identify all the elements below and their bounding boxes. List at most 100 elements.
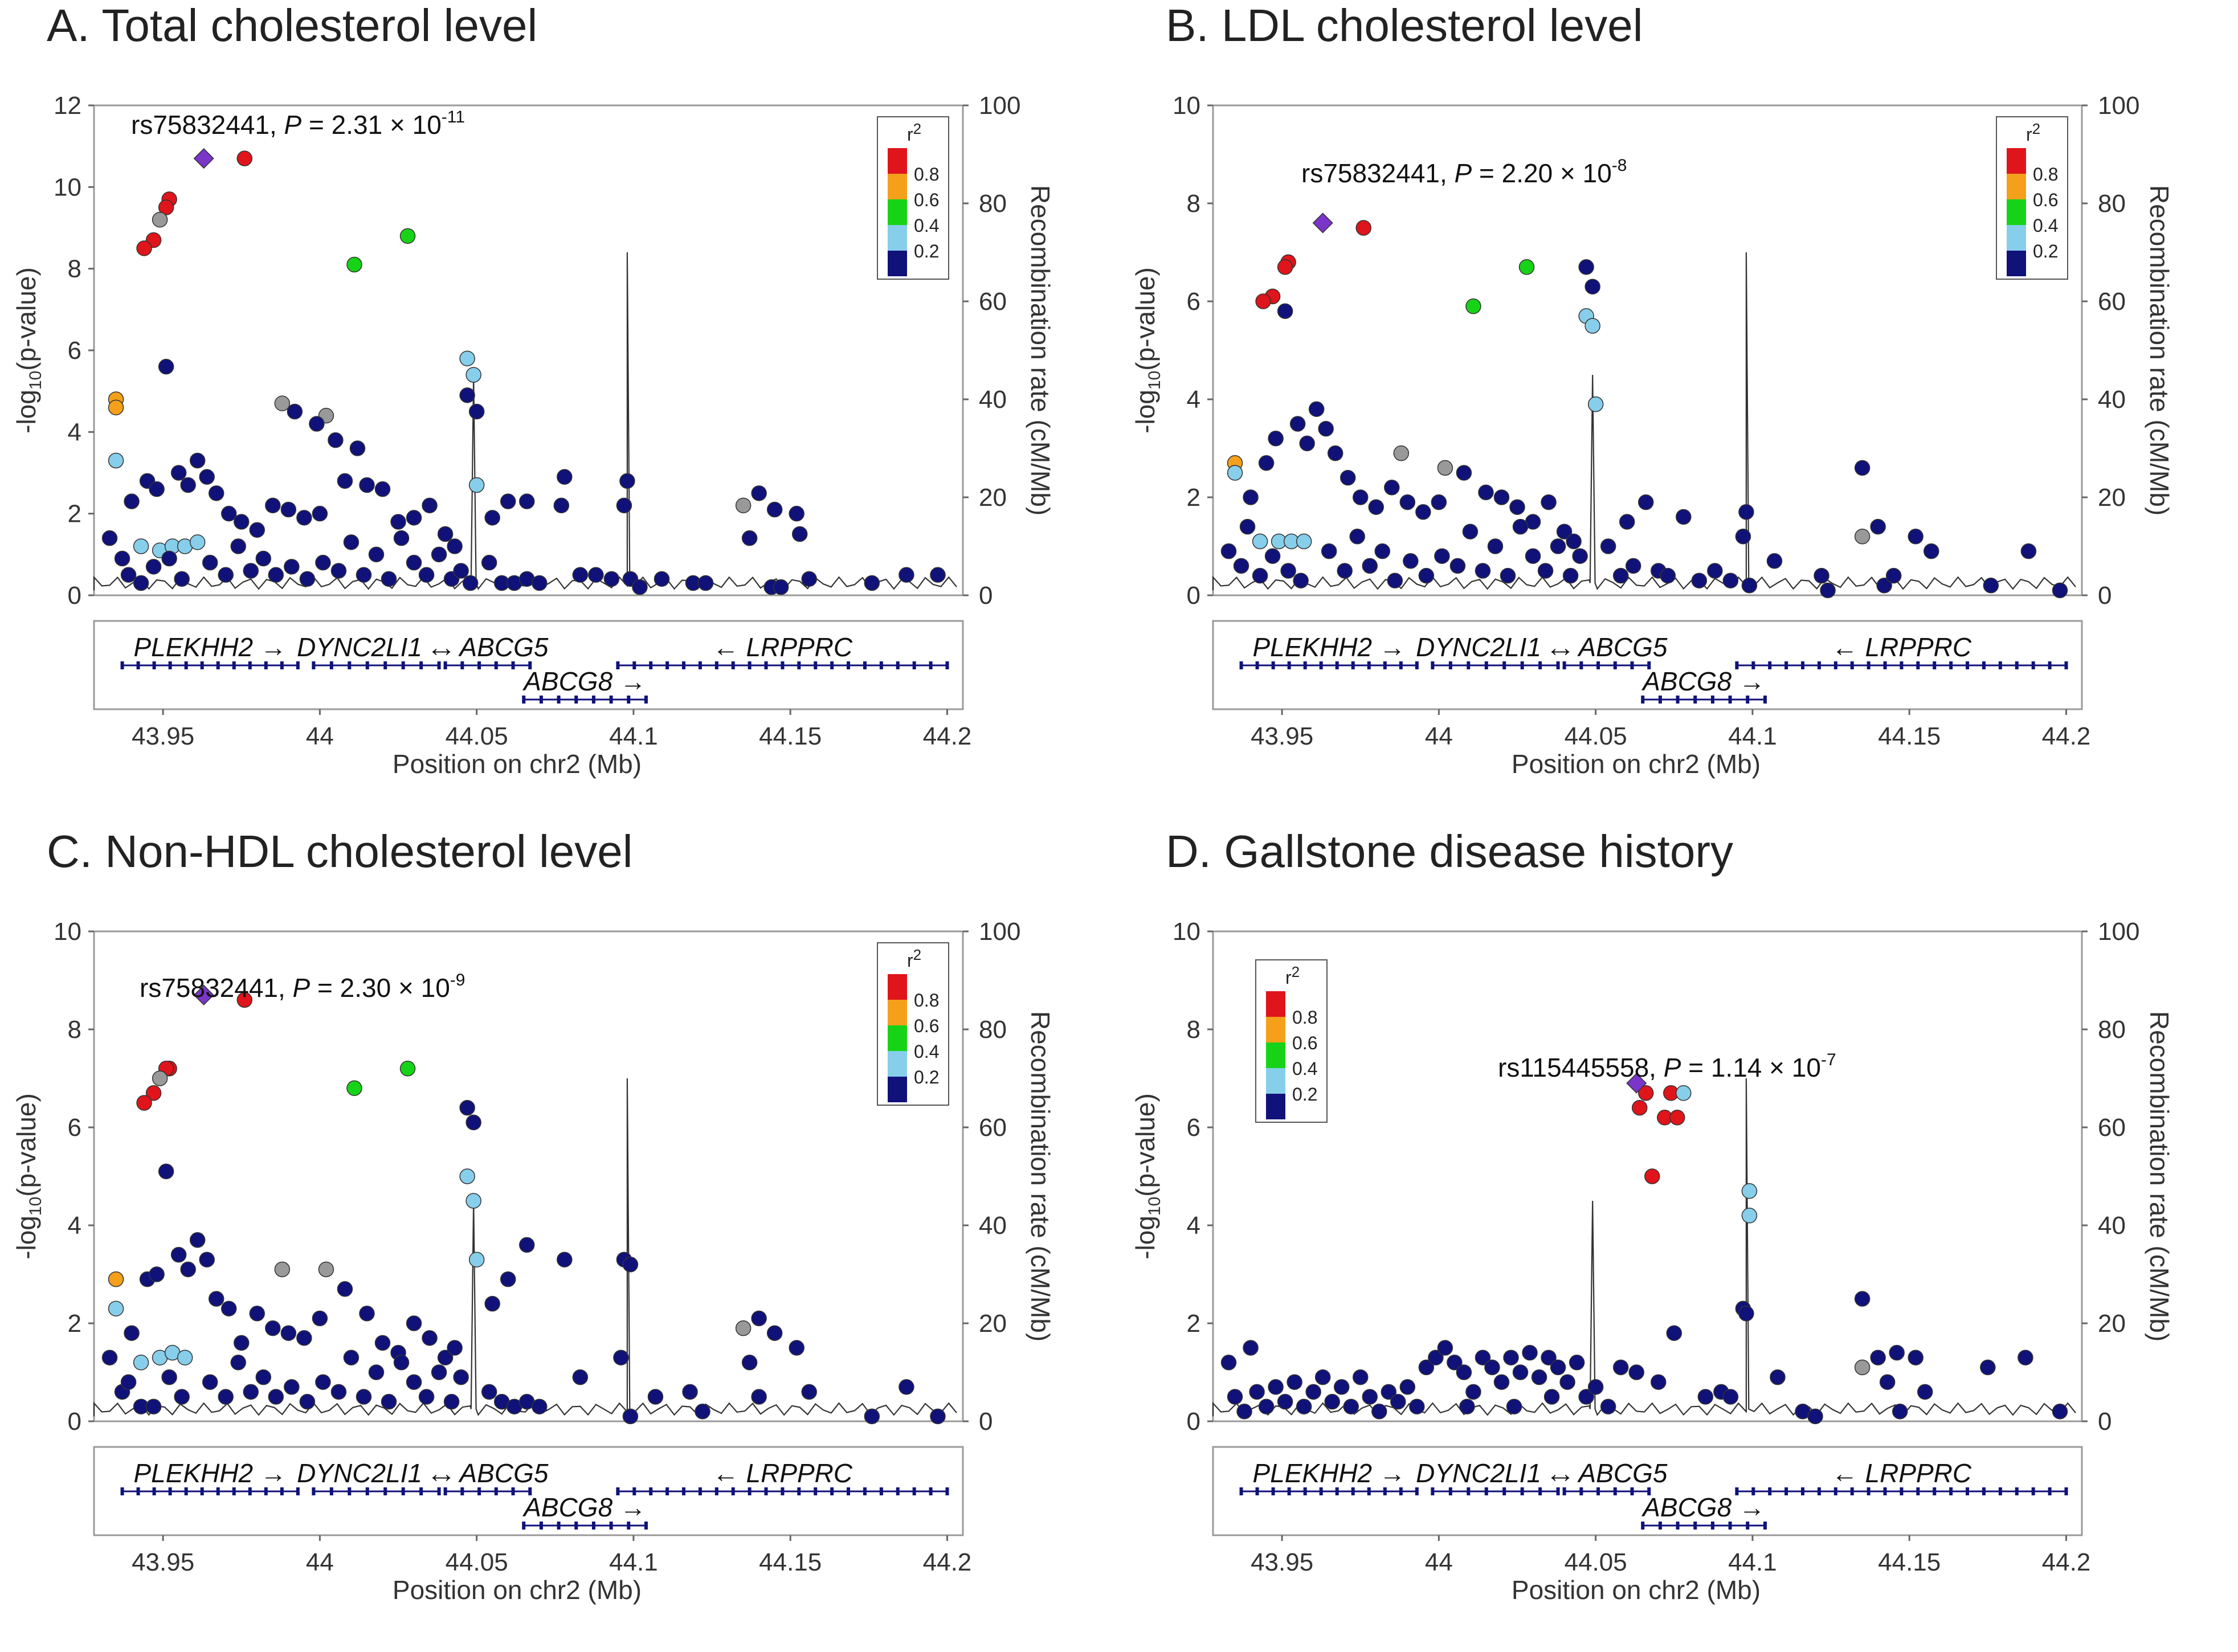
panel-title: B. LDL cholesterol level — [1166, 0, 1643, 51]
gene-label: ← ABCG5 — [1546, 1458, 1667, 1488]
snp-point — [189, 452, 206, 469]
snp-point — [133, 575, 149, 591]
gene-exon — [1415, 1487, 1419, 1495]
snp-point — [557, 1252, 573, 1267]
snp-point — [180, 477, 196, 493]
gene-exon — [348, 1487, 352, 1495]
snp-point — [1854, 1359, 1871, 1376]
snp-point — [158, 199, 174, 215]
snp-point — [1691, 573, 1708, 588]
snp-point — [1252, 567, 1268, 584]
y2-tick-label: 60 — [2098, 288, 2126, 316]
snp-point — [220, 1301, 237, 1316]
snp-point — [145, 1085, 162, 1101]
gene-exon — [1448, 661, 1452, 669]
snp-point — [1220, 1355, 1237, 1371]
x-tick-label: 44.2 — [923, 1548, 972, 1576]
snp-point — [1374, 543, 1391, 559]
snp-point — [518, 1237, 535, 1253]
y2-tick-label: 0 — [2098, 582, 2112, 610]
snp-point — [1722, 1389, 1739, 1405]
gene-exon — [1367, 661, 1371, 669]
snp-point — [1437, 1340, 1453, 1356]
y-tick-label: 0 — [68, 582, 81, 610]
snp-point — [532, 575, 548, 591]
gene-exon — [764, 1487, 768, 1495]
gene-exon — [1502, 1487, 1506, 1495]
x-axis-label: Position on chr2 (Mb) — [393, 749, 642, 779]
gene-label: ABCG8 → — [1641, 666, 1765, 696]
gene-exon — [714, 1487, 718, 1495]
x-tick-label: 44.15 — [1878, 722, 1941, 750]
gene-exon — [528, 661, 532, 669]
snp-point — [459, 350, 475, 367]
gene-exon — [248, 1487, 252, 1495]
gene-exon — [1746, 696, 1750, 704]
snp-point — [682, 1384, 698, 1400]
gene-exon — [522, 1522, 526, 1530]
gene-exon — [1784, 661, 1788, 669]
snp-point — [1584, 318, 1600, 334]
gene-exon — [682, 1487, 686, 1495]
snp-point — [468, 477, 485, 493]
snp-point — [1537, 563, 1554, 579]
gene-exon — [1556, 661, 1560, 669]
gene-label: ABCG8 → — [1641, 1492, 1765, 1522]
gene-exon — [1520, 1487, 1524, 1495]
snp-point — [1983, 578, 1999, 594]
snp-point — [431, 1364, 447, 1380]
gene-exon — [2031, 1487, 2035, 1495]
snp-point — [1578, 259, 1594, 275]
snp-point — [619, 473, 635, 489]
gene-exon — [460, 661, 464, 669]
y-tick-label: 2 — [1187, 1310, 1200, 1338]
y2-tick-label: 80 — [2098, 1016, 2126, 1044]
x-tick-label: 44.05 — [446, 1548, 508, 1576]
snp-point — [500, 493, 516, 509]
snp-point — [616, 497, 632, 514]
gene-exon — [1768, 661, 1772, 669]
gene-label: ← ABCG5 — [427, 1458, 548, 1488]
y2-tick-label: 0 — [979, 1408, 993, 1436]
snp-point — [202, 554, 218, 571]
gene-exon — [1383, 1487, 1387, 1495]
gene-exon — [312, 661, 316, 669]
snp-point — [1562, 567, 1579, 584]
gene-exon — [401, 1487, 405, 1495]
snp-point — [789, 505, 804, 522]
gene-exon — [120, 1487, 124, 1495]
snp-point — [124, 1325, 140, 1341]
snp-point — [199, 469, 215, 485]
snp-point — [346, 1080, 362, 1096]
gene-exon — [264, 661, 268, 669]
gene-exon — [627, 1522, 631, 1530]
snp-point — [1447, 1355, 1463, 1371]
gene-exon — [1271, 1487, 1275, 1495]
gene-exon — [1728, 1522, 1732, 1530]
snp-point — [1403, 553, 1419, 569]
snp-point — [1387, 573, 1403, 588]
snp-point — [1437, 460, 1453, 476]
snp-point — [1478, 484, 1494, 501]
legend-swatch — [888, 974, 907, 1000]
snp-point — [1923, 543, 1939, 559]
gene-exon — [2048, 1487, 2052, 1495]
gene-exon — [1287, 661, 1291, 669]
legend-title: r2 — [1285, 963, 1300, 988]
snp-point — [1227, 465, 1243, 481]
snp-point — [296, 510, 312, 526]
gene-exon — [1319, 661, 1323, 669]
snp-point — [484, 1295, 500, 1312]
gene-exon — [1982, 1487, 1986, 1495]
snp-point — [1807, 1408, 1823, 1425]
snp-point — [735, 497, 752, 514]
snp-point — [284, 1379, 300, 1395]
snp-point — [1296, 1399, 1312, 1414]
gene-exon — [814, 661, 818, 669]
snp-point — [1243, 1340, 1259, 1356]
snp-point — [287, 403, 303, 420]
snp-point — [108, 399, 124, 416]
gene-exon — [296, 1487, 300, 1495]
y2-tick-label: 80 — [2098, 190, 2126, 218]
gene-exon — [1949, 661, 1953, 669]
